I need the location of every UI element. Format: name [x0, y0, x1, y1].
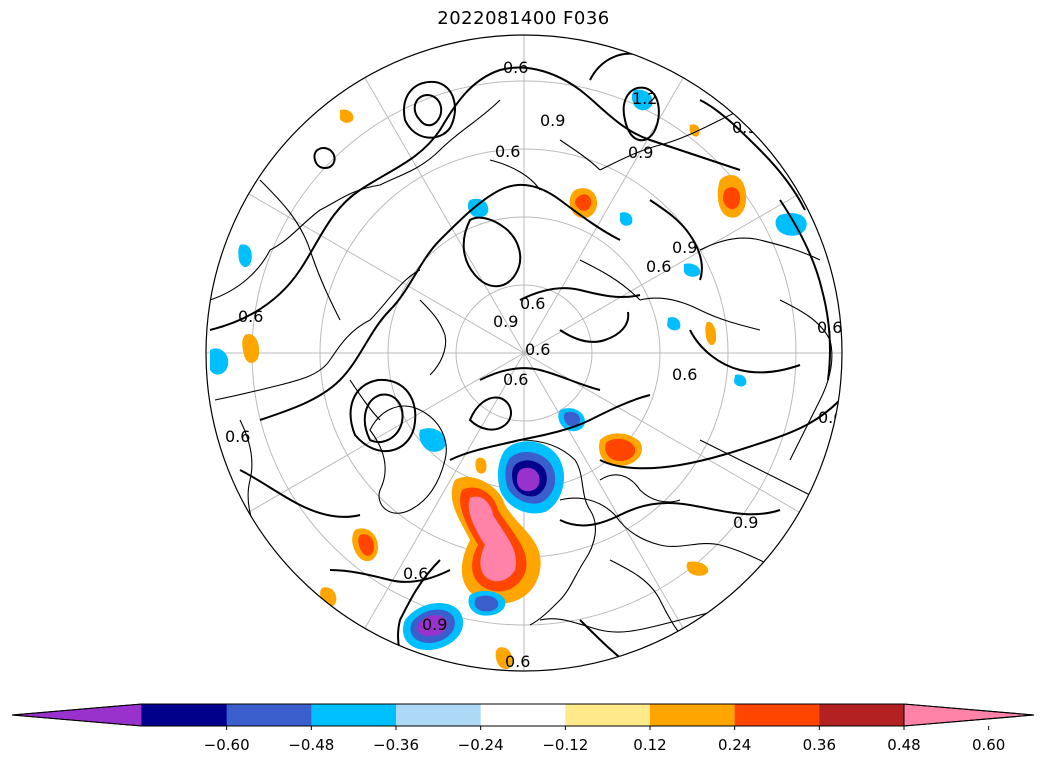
contour-label: 0.6 — [503, 370, 528, 389]
map-title: 2022081400 F036 — [437, 8, 610, 29]
contour-label: 0.6 — [672, 365, 697, 384]
contour-label: 0.9 — [733, 513, 758, 532]
contour-label: 0.6 — [818, 408, 843, 427]
colorbar-tick-label: 0.12 — [633, 736, 667, 754]
colorbar-bin — [565, 704, 651, 726]
contour-label: 1.2 — [632, 89, 657, 108]
contour-label: 0.9 — [422, 615, 447, 634]
colorbar-bin — [819, 704, 905, 726]
contour-label: 0.6 — [403, 564, 428, 583]
contour-label: 0.6 — [505, 652, 530, 671]
colorbar-tick-label: −0.24 — [457, 736, 504, 754]
colorbar-bin — [650, 704, 736, 726]
colorbar-tick-label: −0.48 — [288, 736, 335, 754]
colorbar-tick-label: −0.60 — [203, 736, 250, 754]
contour-labels: 0.6 0.6 0.9 0.9 0.6 0.6 0.9 0.9 0.6 0.6 … — [225, 58, 843, 671]
colorbar-tick-label: −0.12 — [542, 736, 589, 754]
anomaly-fills — [210, 89, 807, 670]
colorbar-tick-label: 0.48 — [887, 736, 921, 754]
map-boundary — [205, 34, 843, 672]
colorbar-bin — [142, 704, 228, 726]
colorbar-extend-low — [11, 703, 143, 727]
polar-map: 0.6 0.6 0.9 0.9 0.6 0.6 0.9 0.9 0.6 0.6 … — [205, 34, 843, 672]
contour-label: 0.6 — [503, 58, 528, 77]
colorbar-outline — [11, 703, 1035, 727]
contour-label: 0.6 — [225, 427, 250, 446]
contour-label: 0.6 — [525, 340, 550, 359]
contour-label: 0.6 — [495, 142, 520, 161]
contour-label: 0.6 — [817, 318, 842, 337]
colorbar-bin — [734, 704, 820, 726]
contour-label: 0.9 — [493, 312, 518, 331]
coastlines — [209, 94, 833, 651]
colorbar-bin — [311, 704, 397, 726]
colorbar-tick-label: 0.36 — [802, 736, 837, 754]
contour-label: 0.9 — [540, 111, 565, 130]
colorbar-bins — [11, 703, 1035, 730]
contour-label: 0.9 — [628, 143, 653, 162]
colorbar-bin — [396, 704, 482, 726]
colorbar-tick-label: 0.60 — [971, 736, 1006, 754]
colorbar — [11, 703, 1035, 730]
colorbar-tick-label: 0.24 — [717, 736, 752, 754]
colorbar-bin — [226, 704, 312, 726]
contour-label: 0.9 — [732, 118, 757, 137]
contour-label: 0.6 — [520, 294, 545, 313]
colorbar-extend-high — [903, 703, 1035, 727]
contour-label: 0.9 — [672, 238, 697, 257]
colorbar-tick-label: −0.36 — [373, 736, 419, 754]
contour-label: 0.6 — [238, 307, 263, 326]
contour-label: 0.6 — [646, 257, 671, 276]
colorbar-bin — [480, 704, 566, 726]
